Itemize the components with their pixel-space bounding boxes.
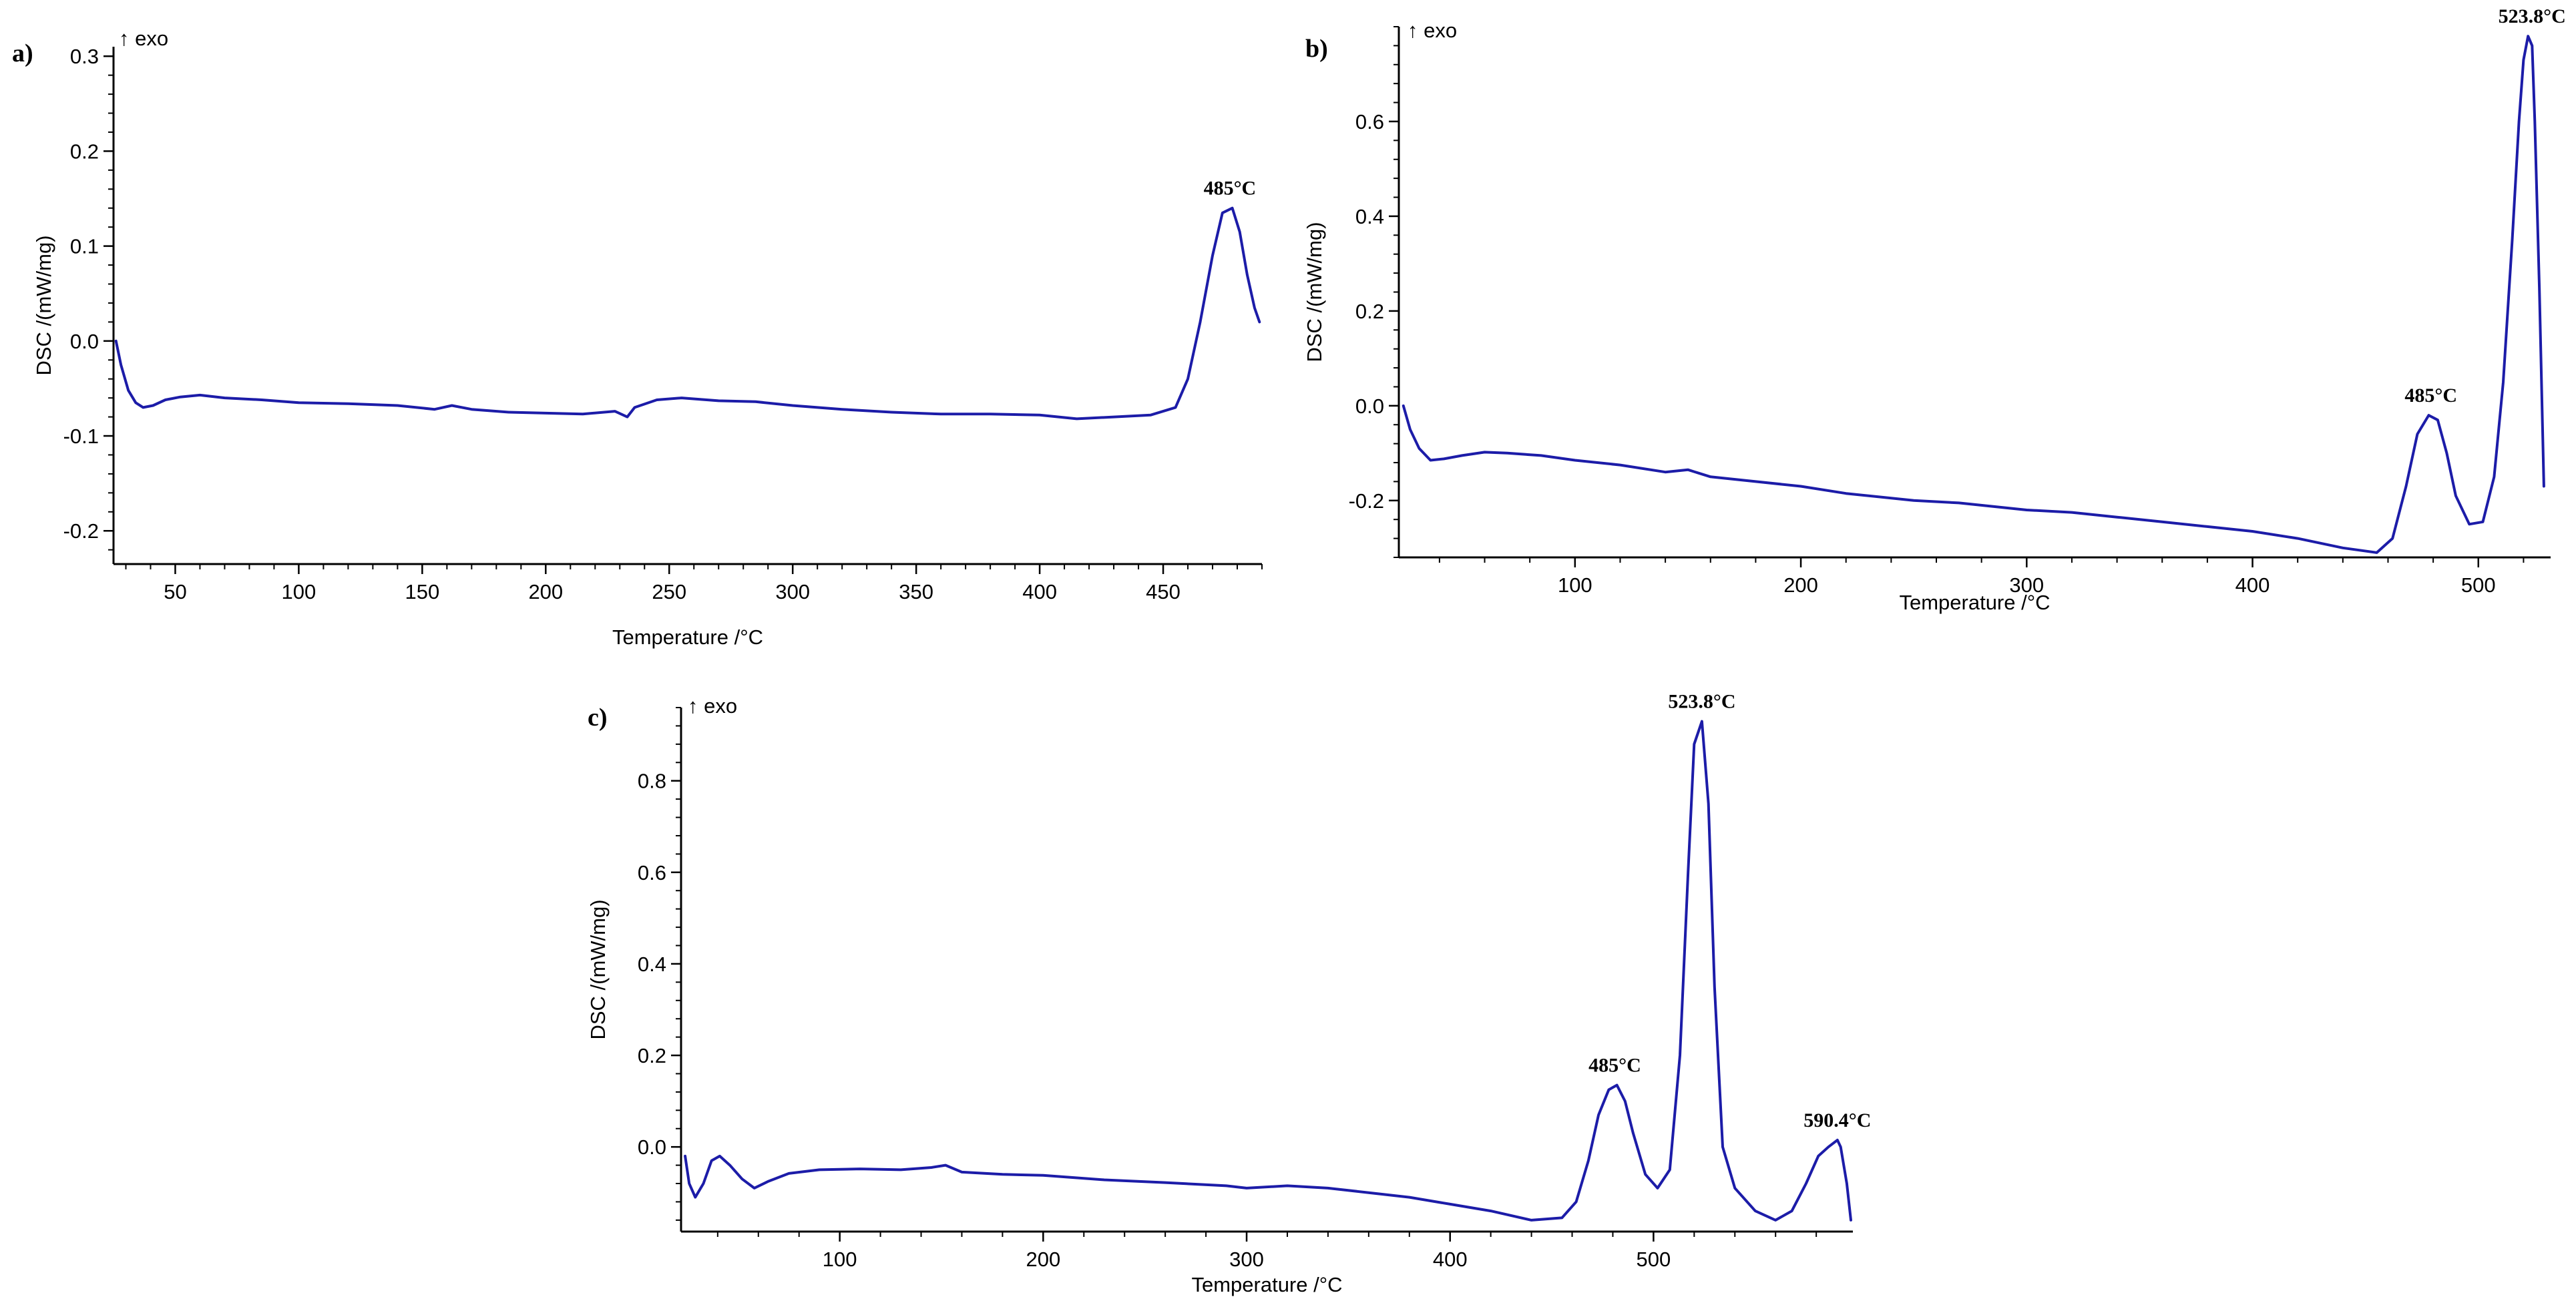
chart-panel-1: -0.2 -0.1 0.0 0.1 0.2 0.3 50 100 150 200 250 300 350… [12,27,1263,649]
x-tick-label: 350 [899,580,933,603]
peak-annotation: 523.8°C [1668,691,1735,713]
y-tick-label: 0.0 [1355,395,1384,418]
x-tick-label: 150 [405,580,439,603]
y-axis-label: DSC /(mW/mg) [32,235,55,375]
x-axis-label: Temperature /°C [1191,1273,1342,1296]
y-tick-label: 0.4 [1355,205,1384,228]
panel-label: a) [12,39,33,67]
x-tick-label: 300 [2009,573,2044,597]
x-tick-label: 200 [1026,1248,1060,1271]
x-tick-label: 200 [528,580,563,603]
peak-annotation: 523.8°C [2499,5,2566,27]
x-tick-label: 300 [775,580,810,603]
x-axis-label: Temperature /°C [612,625,763,649]
y-tick-label: 0.1 [70,235,99,258]
exo-direction-label: ↑ exo [1408,19,1457,42]
x-tick-label: 50 [164,580,186,603]
x-axis-label: Temperature /°C [1899,591,2050,614]
x-tick-label: 500 [1637,1248,1671,1271]
peak-annotation: 485°C [2404,384,2457,407]
y-tick-label: 0.6 [638,861,666,884]
y-tick-label: 0.3 [70,45,99,68]
x-tick-label: 400 [2235,573,2270,597]
y-axis-label: DSC /(mW/mg) [1303,222,1326,362]
x-tick-label: 100 [282,580,316,603]
dsc-curve-1 [684,720,1852,1222]
y-tick-label: 0.8 [638,770,666,793]
peak-annotation: 485°C [1588,1055,1641,1077]
y-tick-label: 0.0 [70,330,99,353]
x-tick-label: 250 [652,580,686,603]
x-tick-label: 500 [2461,573,2496,597]
y-tick-label: -0.2 [1349,489,1384,513]
chart-panel-3: 0.0 0.2 0.4 0.6 0.8 100 200 300 400 500 Temperatur… [586,691,1871,1296]
y-axis-label: DSC /(mW/mg) [586,899,610,1039]
chart-panel-2: -0.2 0.0 0.2 0.4 0.6 100 200 300 400 500 Temperatu… [1303,5,2566,614]
y-tick-label: 0.6 [1355,110,1384,134]
y-tick-label: 0.2 [638,1044,666,1067]
x-tick-label: 100 [1558,573,1592,597]
x-tick-label: 300 [1229,1248,1264,1271]
y-tick-label: -0.1 [63,425,99,448]
dsc-curve-1 [1402,35,2545,554]
exo-direction-label: ↑ exo [688,694,737,718]
x-tick-label: 100 [823,1248,857,1271]
dsc-curve-1 [114,206,1261,421]
y-tick-label: 0.2 [70,140,99,163]
y-tick-label: 0.2 [1355,300,1384,323]
peak-annotation: 590.4°C [1803,1109,1871,1131]
x-tick-label: 200 [1783,573,1818,597]
y-tick-label: -0.2 [63,519,99,543]
y-tick-label: 0.4 [638,953,666,976]
x-tick-label: 400 [1022,580,1057,603]
exo-direction-label: ↑ exo [119,27,168,50]
x-tick-label: 450 [1146,580,1180,603]
panel-label: b) [1305,35,1328,63]
panel-label: c) [588,704,608,732]
peak-annotation: 485°C [1204,178,1257,200]
y-tick-label: 0.0 [638,1135,666,1159]
x-tick-label: 400 [1433,1248,1468,1271]
